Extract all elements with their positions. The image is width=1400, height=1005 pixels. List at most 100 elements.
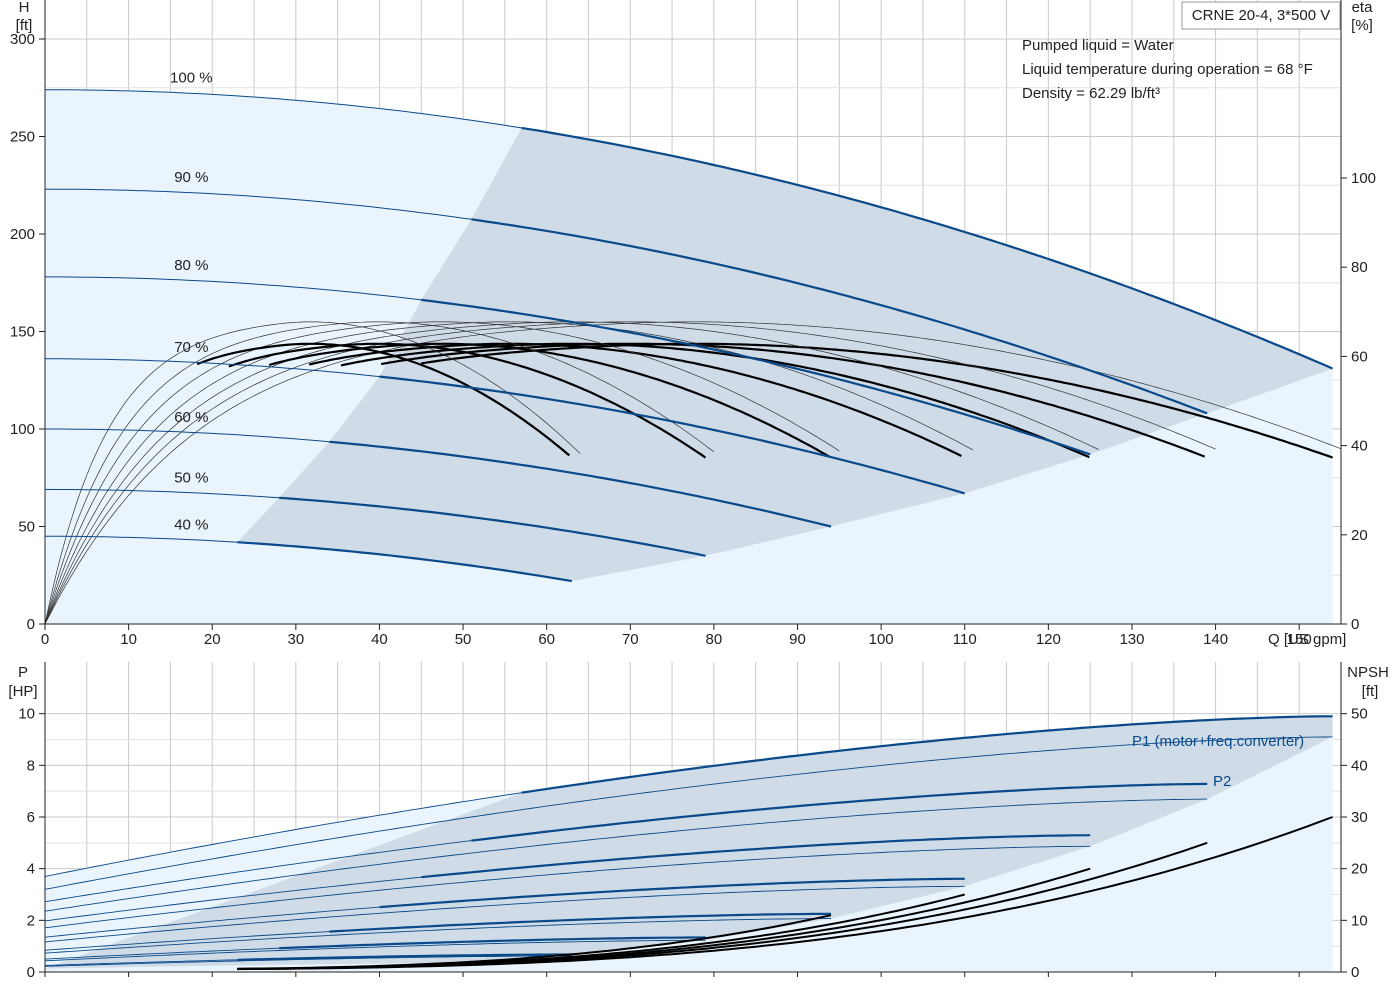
head-xtick-label: 10 (120, 631, 137, 648)
power-ytick-label-left: 2 (27, 912, 35, 929)
head-ylabel-left-unit: [ft] (16, 17, 33, 34)
p2-curve (44, 918, 832, 954)
eta-curve-thick (228, 342, 707, 459)
head-ytick-label-right: 60 (1351, 348, 1368, 365)
head-ytick-label-right: 20 (1351, 527, 1368, 544)
head-xtick-label: 110 (953, 631, 977, 648)
head-xtick-label: 130 (1119, 631, 1144, 648)
p2-curve (44, 736, 1333, 890)
p1-curve-thick (421, 834, 1091, 879)
head-curve-thin (45, 358, 380, 378)
p2-curve (44, 955, 572, 967)
speed-label: 80 % (174, 257, 208, 274)
head-ytick-label-left: 300 (10, 31, 35, 48)
p1-series-label: P1 (motor+freq.converter) (1132, 733, 1304, 750)
eta-curve-thin (44, 321, 1342, 625)
p1-curve-thick (279, 936, 706, 950)
p1-curve-thin (44, 931, 330, 951)
power-recommended-region (45, 716, 1333, 969)
head-xtick-label: 50 (455, 631, 472, 648)
power-ytick-label-left: 0 (27, 964, 35, 981)
p2-curve (44, 885, 965, 943)
head-xtick-label: 20 (204, 631, 221, 648)
p2-curve (44, 939, 706, 962)
head-xtick-label: 40 (371, 631, 388, 648)
p2-curve (44, 845, 1091, 929)
head-curve-thick (237, 541, 572, 583)
eta-curve-thin (44, 321, 840, 625)
info-line-temperature: Liquid temperature during operation = 68… (1022, 61, 1313, 78)
eta-curve-thick (421, 342, 1333, 459)
eta-curve-thin (44, 321, 581, 625)
head-chart: 100 %90 %80 %70 %60 %50 %40 %05010015020… (10, 0, 1376, 648)
p1-curve-thin (44, 906, 380, 938)
p1-curve-thin (44, 792, 522, 877)
speed-label: 70 % (174, 339, 208, 356)
speed-label: 40 % (174, 516, 208, 533)
head-recommended-region (237, 127, 1333, 582)
p2-series-label: P2 (1213, 773, 1231, 790)
p1-curve-thick (471, 782, 1208, 842)
head-xlabel: Q [US gpm] (1268, 631, 1346, 648)
p2-curve (44, 798, 1208, 912)
head-ytick-label-right: 80 (1351, 259, 1368, 276)
p1-curve-thick (329, 912, 832, 933)
head-curve-thin (45, 428, 330, 443)
power-ytick-label-left: 4 (27, 861, 35, 878)
head-ytick-label-right: 100 (1351, 170, 1376, 187)
head-curve-thick (329, 440, 832, 528)
power-ytick-label-right: 40 (1351, 757, 1368, 774)
head-curve-thick (421, 298, 1091, 456)
speed-label: 60 % (174, 409, 208, 426)
power-npsh-chart: 0 2 4 6 8 10 0 10 20 30 40 50 P [HP] NPSH [ft] P1 (motor… (8, 662, 1389, 981)
head-xtick-label: 100 (869, 631, 894, 648)
p1-curve-thin (44, 947, 280, 960)
p1-curve-thin (44, 876, 422, 922)
head-curve-thick (521, 126, 1334, 370)
head-curve-thick (471, 218, 1208, 415)
head-ytick-label-left: 50 (18, 519, 35, 536)
p1-curve-thick (521, 715, 1333, 794)
head-ylabel-right: eta (1352, 0, 1374, 16)
eta-curve-thick (340, 342, 1090, 459)
power-ytick-label-right: 10 (1351, 912, 1368, 929)
head-curve-thin (45, 89, 522, 129)
head-ytick-label-right: 0 (1351, 616, 1359, 633)
head-ytick-label-left: 100 (10, 421, 35, 438)
head-xtick-label: 140 (1203, 631, 1228, 648)
p1-curve-thin (44, 959, 238, 966)
head-xtick-label: 70 (622, 631, 639, 648)
head-curve-thick (279, 496, 706, 557)
speed-label: 90 % (174, 169, 208, 186)
head-xtick-label: 120 (1036, 631, 1061, 648)
head-ytick-label-left: 250 (10, 129, 35, 146)
p1-curve-thick (237, 953, 572, 961)
power-ytick-label-right: 0 (1351, 964, 1359, 981)
power-ylabel-left-unit: [HP] (8, 683, 37, 700)
eta-curve-thin (44, 321, 974, 625)
head-curve-thin (44, 188, 472, 220)
head-xtick-label: 80 (706, 631, 723, 648)
head-xtick-label: 30 (287, 631, 304, 648)
npsh-ylabel-right: NPSH (1347, 664, 1389, 681)
speed-label: 50 % (174, 469, 208, 486)
power-ytick-label-right: 20 (1351, 861, 1368, 878)
head-ytick-label-left: 200 (10, 226, 35, 243)
eta-curve-thin (44, 321, 715, 625)
head-xtick-label: 150 (1287, 631, 1312, 648)
head-curve-thin (45, 276, 422, 301)
title-box (1181, 1, 1341, 30)
head-curve-thin (45, 535, 238, 543)
head-ytick-label-left: 150 (10, 324, 35, 341)
speed-label: 100 % (170, 70, 213, 87)
info-line-liquid: Pumped liquid = Water (1022, 37, 1174, 54)
head-ytick-label-right: 40 (1351, 438, 1368, 455)
head-xtick-label: 90 (789, 631, 806, 648)
power-ytick-label-left: 6 (27, 809, 35, 826)
head-ylabel-left: H (19, 0, 30, 16)
head-xtick-label: 0 (41, 631, 49, 648)
head-xtick-label: 60 (538, 631, 555, 648)
head-curve-thick (379, 375, 966, 495)
